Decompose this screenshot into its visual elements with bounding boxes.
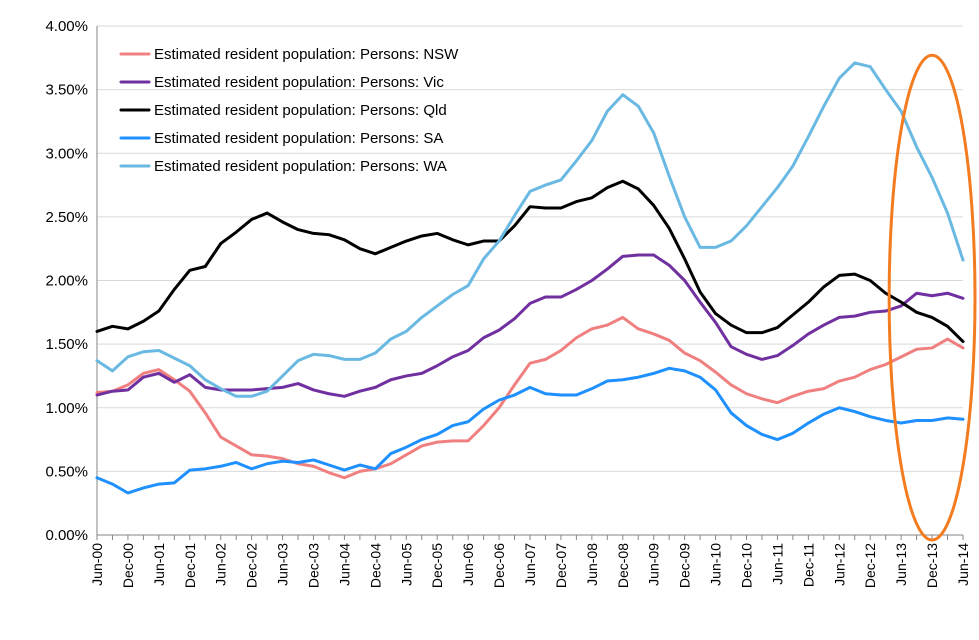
x-tick-label: Dec-09 <box>677 543 693 588</box>
x-tick-label: Dec-04 <box>367 543 383 588</box>
y-tick-label: 3.50% <box>45 82 88 99</box>
x-tick-label: Dec-10 <box>739 543 755 588</box>
y-tick-label: 0.50% <box>45 463 88 480</box>
x-tick-label: Jun-03 <box>275 543 291 586</box>
y-axis-tick-labels: 0.00% 0.50% 1.00% 1.50% 2.00% 2.50% 3.00% 3.50%… <box>45 18 88 544</box>
x-tick-label: Jun-05 <box>398 543 414 586</box>
x-tick-label: Dec-13 <box>924 543 940 588</box>
x-tick-label: Jun-00 <box>89 543 105 586</box>
x-tick-label: Dec-02 <box>244 543 260 588</box>
y-tick-label: 1.50% <box>45 336 88 353</box>
highlight-ellipse <box>887 53 977 542</box>
legend-label-0: Estimated resident population: Persons: … <box>154 46 459 63</box>
x-tick-label: Dec-01 <box>182 543 198 588</box>
x-tick-label: Jun-12 <box>831 543 847 586</box>
x-tick-label: Dec-07 <box>553 543 569 588</box>
series-line-0 <box>95 315 965 480</box>
x-tick-label: Jun-02 <box>213 543 229 586</box>
x-tick-label: Jun-10 <box>708 543 724 586</box>
axes <box>96 26 964 540</box>
legend-label-4: Estimated resident population: Persons: … <box>154 158 447 175</box>
x-tick-label: Dec-03 <box>306 543 322 588</box>
legend-label-2: Estimated resident population: Persons: … <box>154 102 447 119</box>
y-tick-label: 2.50% <box>45 209 88 226</box>
x-tick-label: Jun-14 <box>955 543 971 586</box>
x-tick-label: Dec-05 <box>429 543 445 588</box>
y-tick-label: 0.00% <box>45 527 88 544</box>
legend-label-3: Estimated resident population: Persons: … <box>154 130 443 147</box>
x-tick-label: Jun-06 <box>460 543 476 586</box>
x-tick-label: Jun-13 <box>893 543 909 586</box>
annotations <box>887 53 977 542</box>
series-line-3 <box>95 366 965 495</box>
x-tick-label: Jun-08 <box>584 543 600 586</box>
y-tick-label: 2.00% <box>45 273 88 290</box>
series-lines <box>95 61 965 495</box>
series-line-2 <box>95 179 965 344</box>
series-line-1 <box>95 253 965 398</box>
legend-label-1: Estimated resident population: Persons: … <box>154 74 444 91</box>
y-tick-label: 3.00% <box>45 145 88 162</box>
x-tick-label: Jun-01 <box>151 543 167 586</box>
legend: Estimated resident population: Persons: … <box>119 46 459 175</box>
x-tick-label: Jun-11 <box>769 543 785 585</box>
x-tick-label: Dec-11 <box>800 543 816 587</box>
x-tick-label: Dec-08 <box>615 543 631 588</box>
x-tick-label: Jun-09 <box>646 543 662 586</box>
y-tick-label: 4.00% <box>45 18 88 35</box>
y-tick-label: 1.00% <box>45 400 88 417</box>
series-line-4 <box>95 61 965 398</box>
x-tick-label: Jun-04 <box>336 543 352 586</box>
x-tick-label: Dec-06 <box>491 543 507 588</box>
x-tick-label: Jun-07 <box>522 543 538 586</box>
x-tick-label: Dec-12 <box>862 543 878 588</box>
x-axis-tick-labels: Jun-00 Dec-00 Jun-01 Dec-01 Jun-02 Dec-02 Jun-… <box>89 543 971 588</box>
x-tick-label: Dec-00 <box>120 543 136 588</box>
